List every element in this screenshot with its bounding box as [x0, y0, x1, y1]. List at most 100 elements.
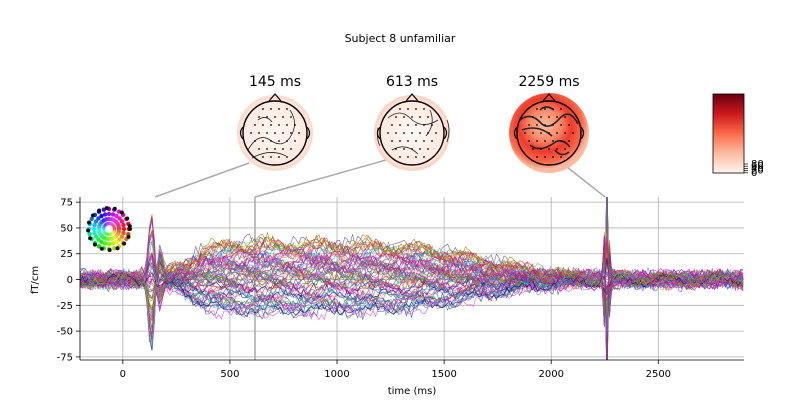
sensor-dot — [431, 124, 433, 126]
sensor-dot — [548, 148, 550, 150]
sensor-color-dot — [96, 237, 101, 242]
sensor-dot — [431, 140, 433, 142]
butterfly-plot: 0 500 1000 1500 2000 2500 75 50 25 0 -25 -50 -75 ti… — [30, 197, 744, 397]
sensor-color-dot — [102, 212, 108, 217]
sensor-dot — [552, 124, 554, 126]
sensor-dot — [564, 116, 566, 118]
sensor-dot — [399, 124, 401, 126]
figure-title: Subject 8 unfamiliar — [344, 32, 456, 45]
sensor-color-dot — [96, 216, 101, 221]
sensor-edge-dot — [122, 241, 127, 246]
sensor-dot — [411, 132, 413, 134]
x-tick-label: 1000 — [324, 369, 349, 380]
sensor-dot — [270, 156, 272, 158]
colorbar-tick-label: 80 — [751, 159, 764, 170]
sensor-dot — [536, 140, 538, 142]
sensor-color-dot — [110, 241, 116, 246]
y-axis-label: fT/cm — [30, 266, 41, 294]
sensor-dot — [286, 156, 288, 158]
sensor-dot — [286, 124, 288, 126]
sensor-edge-dot — [92, 242, 97, 247]
sensor-edge-dot — [90, 213, 95, 218]
sensor-dot — [250, 132, 252, 134]
connector-line-145 — [154, 162, 250, 198]
sensor-dot — [395, 132, 397, 134]
sensor-dot — [274, 148, 276, 150]
sensor-edge-dot — [104, 206, 109, 211]
sensor-dot — [391, 140, 393, 142]
sensor-dot — [548, 116, 550, 118]
sensor-dot — [564, 148, 566, 150]
sensor-dot — [540, 132, 542, 134]
colorbar-gradient — [712, 93, 745, 174]
sensor-dot — [415, 108, 417, 110]
sensor-dot — [399, 156, 401, 158]
sensor-color-dot — [89, 216, 94, 222]
sensor-dot — [560, 108, 562, 110]
sensor-dot — [552, 140, 554, 142]
x-tick-label: 500 — [220, 369, 239, 380]
colorbar-tick-label: 0 — [751, 168, 757, 179]
sensor-dot — [407, 108, 409, 110]
sensor-edge-dot — [86, 228, 91, 233]
connector-line-2259 — [566, 166, 606, 198]
sensor-dot — [536, 124, 538, 126]
sensor-color-legend — [86, 206, 132, 252]
sensor-dot — [536, 156, 538, 158]
sensor-color-dot — [92, 222, 97, 228]
sensor-dot — [419, 148, 421, 150]
channel-trace — [80, 217, 744, 306]
x-tick-label: 2000 — [538, 369, 563, 380]
sensor-dot — [282, 148, 284, 150]
sensor-dot — [407, 140, 409, 142]
sensor-dot — [274, 132, 276, 134]
sensor-edge-dot — [112, 206, 117, 211]
sensor-color-dot — [87, 232, 92, 237]
sensor-dot — [528, 140, 530, 142]
sensor-dot — [258, 132, 260, 134]
sensor-dot — [399, 108, 401, 110]
sensor-edge-dot — [126, 234, 131, 239]
channel-trace — [80, 231, 744, 317]
sensor-dot — [532, 132, 534, 134]
sensor-dot — [262, 108, 264, 110]
colorbar-tick-label: 20 — [751, 166, 764, 177]
y-tick-label: 0 — [67, 275, 73, 286]
sensor-dot — [540, 148, 542, 150]
sensor-dot — [399, 140, 401, 142]
y-tick-label: -75 — [57, 352, 73, 363]
sensor-dot — [266, 116, 268, 118]
sensor-color-dot — [121, 222, 126, 228]
sensor-dot — [270, 124, 272, 126]
sensor-dot — [282, 132, 284, 134]
sensor-dot — [294, 140, 296, 142]
channel-trace — [80, 236, 744, 360]
colorbar-tick-label: 60 — [751, 161, 764, 172]
sensor-dot — [262, 156, 264, 158]
sensor-color-dot — [121, 226, 127, 232]
y-tick-label: -50 — [57, 327, 73, 338]
sensor-dot — [266, 132, 268, 134]
sensor-dot — [407, 124, 409, 126]
sensor-color-dot — [102, 241, 108, 246]
channel-trace — [80, 257, 744, 318]
sensor-dot — [415, 140, 417, 142]
sensor-dot — [415, 156, 417, 158]
sensor-dot — [560, 140, 562, 142]
sensor-edge-dot — [99, 246, 104, 251]
sensor-dot — [435, 132, 437, 134]
sensor-color-dot — [119, 234, 125, 239]
sensor-dot — [278, 156, 280, 158]
sensor-dot — [556, 116, 558, 118]
topomap-title-3: 2259 ms — [518, 74, 580, 90]
sensor-color-dot — [119, 219, 125, 224]
sensor-color-dot — [106, 241, 112, 247]
sensor-dot — [415, 124, 417, 126]
sensor-color-dot — [114, 213, 119, 219]
sensor-dot — [290, 148, 292, 150]
channel-trace — [80, 197, 744, 328]
sensor-dot — [419, 132, 421, 134]
sensor-dot — [282, 116, 284, 118]
sensor-dot — [552, 156, 554, 158]
x-axis-label: time (ms) — [388, 386, 437, 397]
